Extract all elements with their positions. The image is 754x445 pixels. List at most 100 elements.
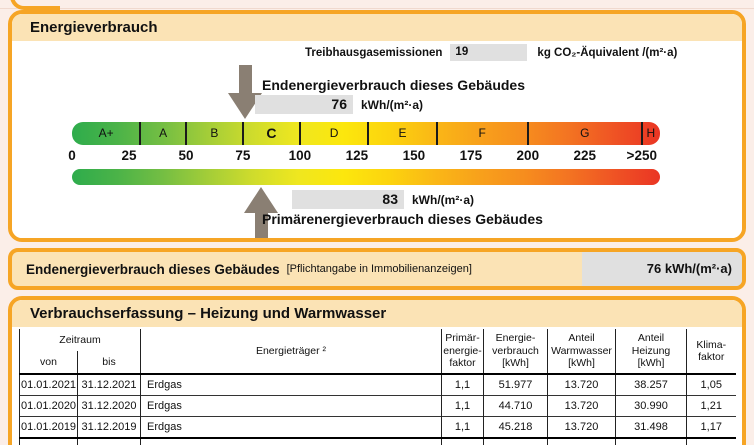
previous-section-edge (0, 8, 754, 9)
table-cell: 1,05 (687, 374, 736, 396)
energy-certificate-page: Energieverbrauch Treibhausgasemissionen … (0, 0, 754, 445)
col-header-anteil-heizung: Anteil Heizung [kWh] (616, 329, 687, 374)
table-cell: 30.990 (616, 396, 687, 417)
scale-tick-175: 175 (460, 146, 483, 166)
scale-class-f: F (479, 122, 486, 145)
scale-tick-150: 150 (403, 146, 426, 166)
end-energy-value-box: 76 (255, 95, 353, 114)
table-cell: 13.720 (548, 374, 616, 396)
end-energy-value-row: 76 kWh/(m²·a) (255, 95, 423, 114)
scale-divider (299, 122, 301, 145)
table-cell: 1,21 (687, 396, 736, 417)
table-cell (141, 438, 442, 445)
table-cell: 31.12.2020 (78, 396, 141, 417)
table-cell: Erdgas (141, 396, 442, 417)
table-cell: 01.01.2020 (20, 396, 78, 417)
table-row-empty (20, 438, 736, 445)
energy-scale-band: A+ A B C D E F G H (72, 122, 660, 145)
table-cell: 1,1 (442, 417, 484, 439)
table-row: 01.01.202031.12.2020Erdgas1,144.71013.72… (20, 396, 736, 417)
table-cell: 1,1 (442, 396, 484, 417)
col-header-energietraeger: Energieträger ² (141, 329, 442, 374)
table-cell: 13.720 (548, 396, 616, 417)
primary-energy-label: Primärenergieverbrauch dieses Gebäudes (262, 211, 543, 227)
scale-divider (436, 122, 438, 145)
table-row: 01.01.201931.12.2019Erdgas1,145.21813.72… (20, 417, 736, 439)
table-cell: 31.498 (616, 417, 687, 439)
end-energy-unit: kWh/(m²·a) (361, 98, 423, 112)
scale-tick-gt250: >250 (627, 146, 657, 166)
consumption-panel-title: Verbrauchserfassung – Heizung und Warmwa… (12, 300, 742, 327)
table-cell: Erdgas (141, 417, 442, 439)
table-row: 01.01.202131.12.2021Erdgas1,151.97713.72… (20, 374, 736, 396)
primary-energy-value-row: 83 kWh/(m²·a) (292, 190, 474, 209)
greenhouse-emissions-row: Treibhausgasemissionen 19 kg CO₂-Äquival… (305, 44, 677, 61)
col-header-energieverbrauch: Energie- verbrauch [kWh] (484, 329, 548, 374)
table-cell: 31.12.2019 (78, 417, 141, 439)
scale-class-b: B (210, 122, 218, 145)
scale-tick-125: 125 (346, 146, 369, 166)
table-cell: 01.01.2021 (20, 374, 78, 396)
previous-panel-corner (10, 0, 60, 10)
energy-scale-ticks: 0255075100125150175200225>250 (72, 146, 660, 166)
primary-energy-value-box: 83 (292, 190, 404, 209)
mandatory-bar-value-box: 76 kWh/(m²·a) (582, 252, 742, 286)
table-cell: Erdgas (141, 374, 442, 396)
primary-energy-unit: kWh/(m²·a) (412, 193, 474, 207)
col-header-von: von (20, 351, 78, 374)
table-cell (20, 438, 78, 445)
emissions-value-box: 19 (450, 44, 527, 61)
scale-class-g: G (580, 122, 589, 145)
scale-tick-75: 75 (235, 146, 250, 166)
scale-class-h: H (647, 122, 656, 145)
emissions-label: Treibhausgasemissionen (305, 47, 442, 59)
table-cell: 01.01.2019 (20, 417, 78, 439)
mandatory-info-bar: Endenergieverbrauch dieses Gebäudes [Pfl… (8, 248, 746, 290)
scale-tick-0: 0 (68, 146, 76, 166)
mandatory-bar-label: Endenergieverbrauch dieses Gebäudes (26, 262, 280, 277)
consumption-panel: Verbrauchserfassung – Heizung und Warmwa… (8, 296, 746, 445)
scale-tick-225: 225 (574, 146, 597, 166)
scale-divider (242, 122, 244, 145)
scale-class-d: D (330, 122, 339, 145)
col-header-primaerfaktor: Primär- energie- faktor (442, 329, 484, 374)
scale-divider (185, 122, 187, 145)
energy-consumption-panel: Energieverbrauch Treibhausgasemissionen … (8, 10, 746, 242)
scale-class-a: A (159, 122, 167, 145)
consumption-table-body: 01.01.202131.12.2021Erdgas1,151.97713.72… (20, 374, 736, 445)
table-cell: 1,1 (442, 374, 484, 396)
primary-energy-scale-band (72, 169, 660, 185)
table-cell: 44.710 (484, 396, 548, 417)
col-header-klimafaktor: Klima- faktor (687, 329, 736, 374)
panel-title-energieverbrauch: Energieverbrauch (12, 14, 742, 41)
table-cell: 13.720 (548, 417, 616, 439)
table-cell: 51.977 (484, 374, 548, 396)
scale-divider (527, 122, 529, 145)
scale-class-c: C (266, 122, 276, 145)
consumption-table: Zeitraum Energieträger ² Primär- energie… (19, 329, 736, 445)
table-cell (78, 438, 141, 445)
scale-tick-200: 200 (517, 146, 540, 166)
emissions-unit: kg CO₂-Äquivalent /(m²·a) (537, 47, 677, 59)
scale-divider (139, 122, 141, 145)
table-cell (548, 438, 616, 445)
scale-tick-25: 25 (121, 146, 136, 166)
table-cell: 38.257 (616, 374, 687, 396)
energy-scale-area: Treibhausgasemissionen 19 kg CO₂-Äquival… (12, 41, 742, 238)
end-energy-arrow-shaft (239, 65, 252, 93)
table-cell: 31.12.2021 (78, 374, 141, 396)
primary-energy-arrow-head (244, 187, 278, 213)
end-energy-label: Endenergieverbrauch dieses Gebäudes (262, 77, 525, 93)
scale-class-e: E (398, 122, 406, 145)
scale-tick-50: 50 (178, 146, 193, 166)
table-cell: 45.218 (484, 417, 548, 439)
scale-divider (367, 122, 369, 145)
mandatory-info-inner: Endenergieverbrauch dieses Gebäudes [Pfl… (12, 252, 742, 286)
table-cell (484, 438, 548, 445)
scale-class-a+: A+ (99, 122, 114, 145)
mandatory-bar-note: [Pflichtangabe in Immobilienanzeigen] (287, 263, 472, 275)
col-header-anteil-warmwasser: Anteil Warmwasser [kWh] (548, 329, 616, 374)
table-cell (687, 438, 736, 445)
col-header-bis: bis (78, 351, 141, 374)
table-cell (616, 438, 687, 445)
